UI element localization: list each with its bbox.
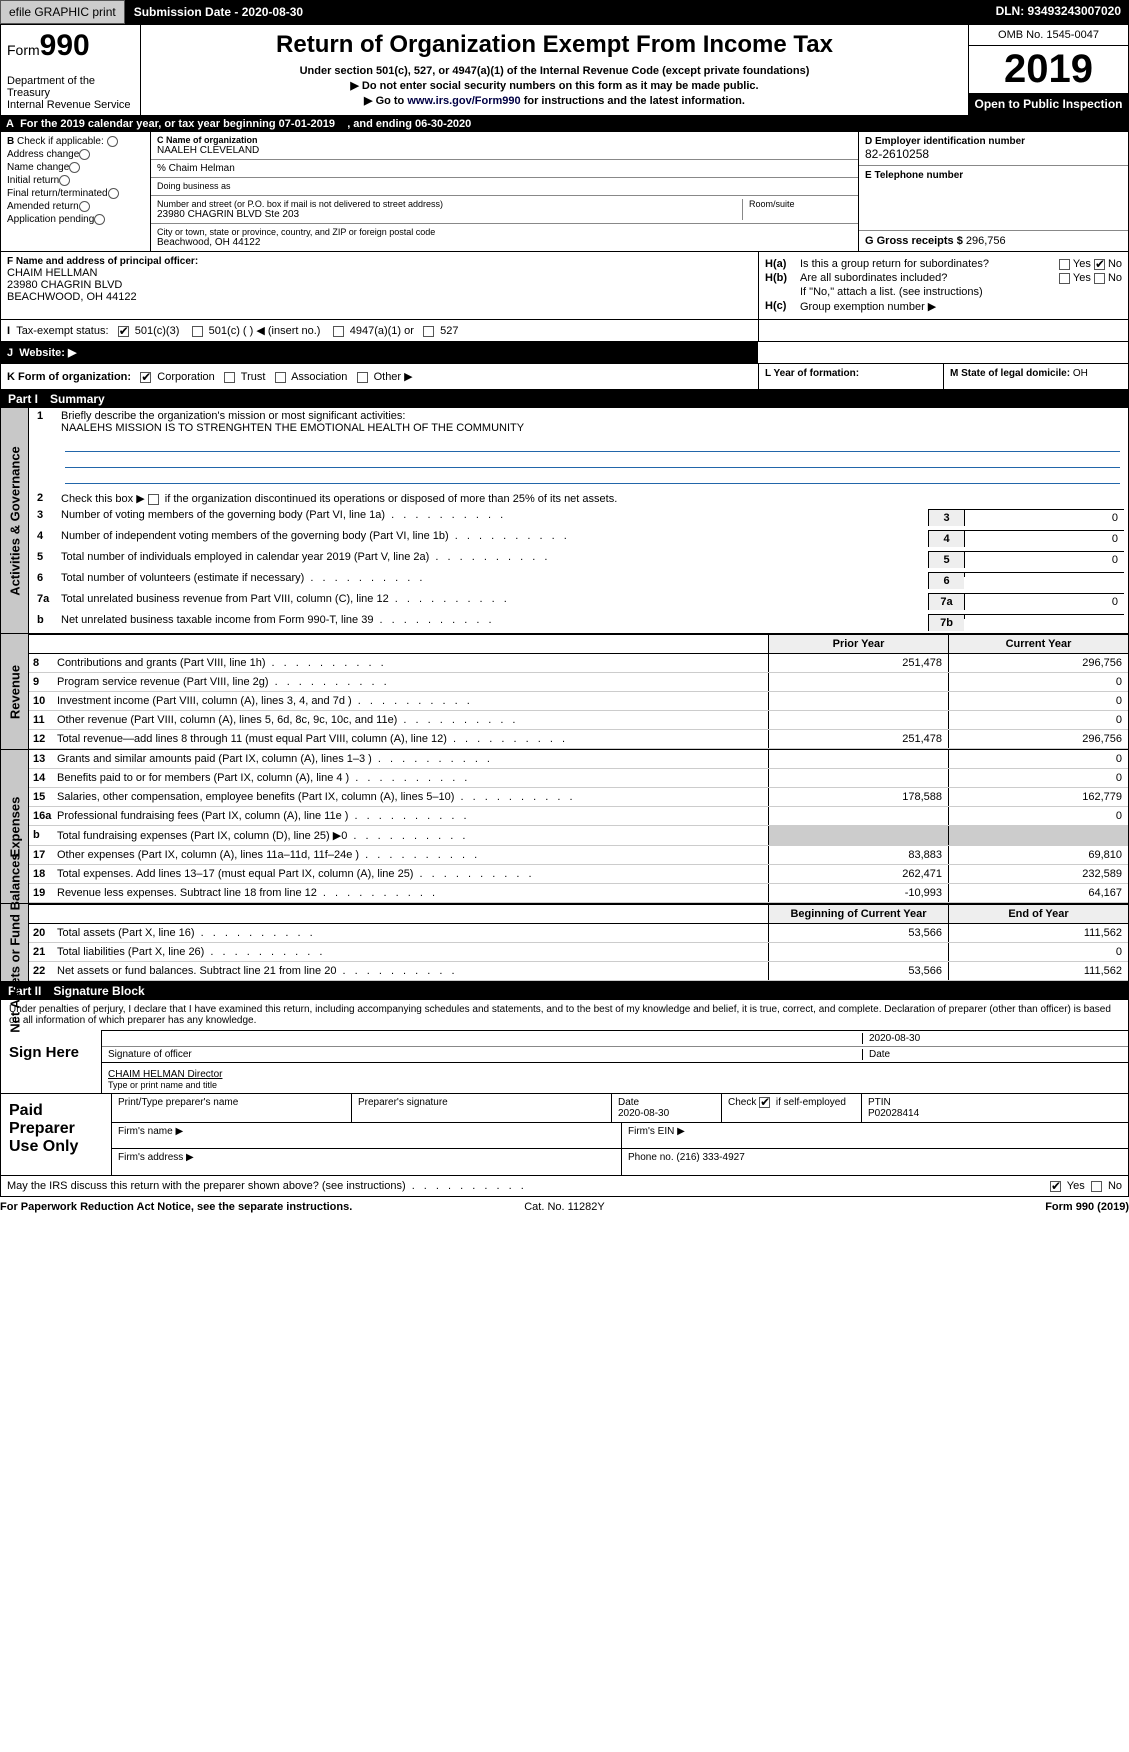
officer-name: CHAIM HELLMAN [7, 267, 752, 279]
submission-date: Submission Date - 2020-08-30 [125, 0, 312, 24]
form-header: Form990 Department of the Treasury Inter… [0, 24, 1129, 116]
fin-line-12: 12Total revenue—add lines 8 through 11 (… [29, 730, 1128, 749]
section-subtitle: Under section 501(c), 527, or 4947(a)(1)… [147, 65, 962, 77]
fin-line-20: 20Total assets (Part X, line 16)53,56611… [29, 924, 1128, 943]
form-number: Form990 [7, 29, 134, 63]
checkbox-final-return-terminated[interactable]: Final return/terminated [7, 188, 144, 199]
checkbox-address-change[interactable]: Address change [7, 149, 144, 160]
open-to-public: Open to Public Inspection [969, 93, 1128, 115]
page-footer: For Paperwork Reduction Act Notice, see … [0, 1197, 1129, 1217]
state-domicile: OH [1073, 368, 1088, 379]
expenses-vlabel: Expenses [7, 796, 22, 857]
ein: 82-2610258 [865, 147, 1122, 161]
col-d-e-g: D Employer identification number82-26102… [858, 132, 1128, 251]
street-address: 23980 CHAGRIN BLVD Ste 203 [157, 209, 742, 220]
form-title: Return of Organization Exempt From Incom… [147, 31, 962, 59]
signature-section: Under penalties of perjury, I declare th… [0, 1000, 1129, 1176]
col-b: B Check if applicable: Address change Na… [1, 132, 151, 251]
perjury-text: Under penalties of perjury, I declare th… [1, 1000, 1128, 1030]
department-label: Department of the Treasury Internal Reve… [7, 75, 134, 111]
checkbox-amended-return[interactable]: Amended return [7, 201, 144, 212]
revenue-section: Revenue Prior YearCurrent Year 8Contribu… [0, 634, 1129, 750]
activities-vlabel: Activities & Governance [7, 446, 22, 596]
activities-governance-section: Activities & Governance 1Briefly describ… [0, 408, 1129, 634]
row-a: A For the 2019 calendar year, or tax yea… [0, 116, 1129, 132]
row-j: J Website: ▶ [0, 342, 1129, 364]
part-ii-header: Part IISignature Block [0, 982, 1129, 1000]
city-state-zip: Beachwood, OH 44122 [157, 237, 852, 248]
part-i-header: Part ISummary [0, 390, 1129, 408]
topbar-spacer [312, 0, 987, 24]
preparer-date: 2020-08-30 [618, 1108, 669, 1119]
ssn-warning: ▶ Do not enter social security numbers o… [147, 79, 962, 92]
row-f-h: F Name and address of principal officer:… [0, 252, 1129, 320]
ptin: P02028414 [868, 1108, 919, 1119]
fin-line-8: 8Contributions and grants (Part VIII, li… [29, 654, 1128, 673]
dln: DLN: 93493243007020 [988, 0, 1129, 24]
top-bar: efile GRAPHIC print Submission Date - 20… [0, 0, 1129, 24]
sign-here-label: Sign Here [1, 1030, 101, 1093]
fin-line-22: 22Net assets or fund balances. Subtract … [29, 962, 1128, 981]
col-c: C Name of organizationNAALEH CLEVELAND %… [151, 132, 858, 251]
fin-line-16a: 16aProfessional fundraising fees (Part I… [29, 807, 1128, 826]
fin-line-14: 14Benefits paid to or for members (Part … [29, 769, 1128, 788]
sign-date: 2020-08-30 [862, 1033, 1122, 1044]
fin-line-9: 9Program service revenue (Part VIII, lin… [29, 673, 1128, 692]
officer-signature-name: CHAIM HELMAN Director [108, 1069, 222, 1080]
row-i: I Tax-exempt status: 501(c)(3) 501(c) ( … [0, 320, 1129, 342]
checkbox-name-change[interactable]: Name change [7, 162, 144, 173]
checkbox-initial-return[interactable]: Initial return [7, 175, 144, 186]
omb-number: OMB No. 1545-0047 [969, 25, 1128, 46]
care-of: % Chaim Helman [151, 160, 858, 178]
mission-text: NAALEHS MISSION IS TO STRENGHTEN THE EMO… [61, 422, 524, 434]
expenses-section: Expenses 13Grants and similar amounts pa… [0, 750, 1129, 904]
gross-receipts: 296,756 [966, 235, 1006, 247]
org-name: NAALEH CLEVELAND [157, 145, 852, 156]
block-b-through-g: B Check if applicable: Address change Na… [0, 132, 1129, 252]
fin-line-13: 13Grants and similar amounts paid (Part … [29, 750, 1128, 769]
revenue-vlabel: Revenue [7, 664, 22, 718]
activities-line-7b: bNet unrelated business taxable income f… [29, 612, 1128, 633]
netassets-vlabel: Net Assets or Fund Balances [7, 853, 22, 1032]
activities-line-5: 5Total number of individuals employed in… [29, 549, 1128, 570]
activities-line-4: 4Number of independent voting members of… [29, 528, 1128, 549]
irs-link[interactable]: www.irs.gov/Form990 [407, 95, 520, 107]
fin-line-11: 11Other revenue (Part VIII, column (A), … [29, 711, 1128, 730]
activities-line-3: 3Number of voting members of the governi… [29, 507, 1128, 528]
discuss-row: May the IRS discuss this return with the… [0, 1176, 1129, 1197]
preparer-phone: Phone no. (216) 333-4927 [622, 1149, 1128, 1175]
tax-year: 2019 [969, 46, 1128, 93]
efile-label: efile GRAPHIC print [0, 0, 125, 24]
fin-line-18: 18Total expenses. Add lines 13–17 (must … [29, 865, 1128, 884]
netassets-section: Net Assets or Fund Balances Beginning of… [0, 904, 1129, 982]
fin-line-17: 17Other expenses (Part IX, column (A), l… [29, 846, 1128, 865]
instructions-link-row: ▶ Go to www.irs.gov/Form990 for instruct… [147, 94, 962, 107]
activities-line-6: 6Total number of volunteers (estimate if… [29, 570, 1128, 591]
paid-preparer-label: Paid Preparer Use Only [1, 1094, 111, 1175]
fin-line-21: 21Total liabilities (Part X, line 26)0 [29, 943, 1128, 962]
fin-line-b: bTotal fundraising expenses (Part IX, co… [29, 826, 1128, 846]
fin-line-15: 15Salaries, other compensation, employee… [29, 788, 1128, 807]
fin-line-19: 19Revenue less expenses. Subtract line 1… [29, 884, 1128, 903]
checkbox-application-pending[interactable]: Application pending [7, 214, 144, 225]
fin-line-10: 10Investment income (Part VIII, column (… [29, 692, 1128, 711]
activities-line-7a: 7aTotal unrelated business revenue from … [29, 591, 1128, 612]
row-k-l-m: K Form of organization: Corporation Trus… [0, 364, 1129, 390]
